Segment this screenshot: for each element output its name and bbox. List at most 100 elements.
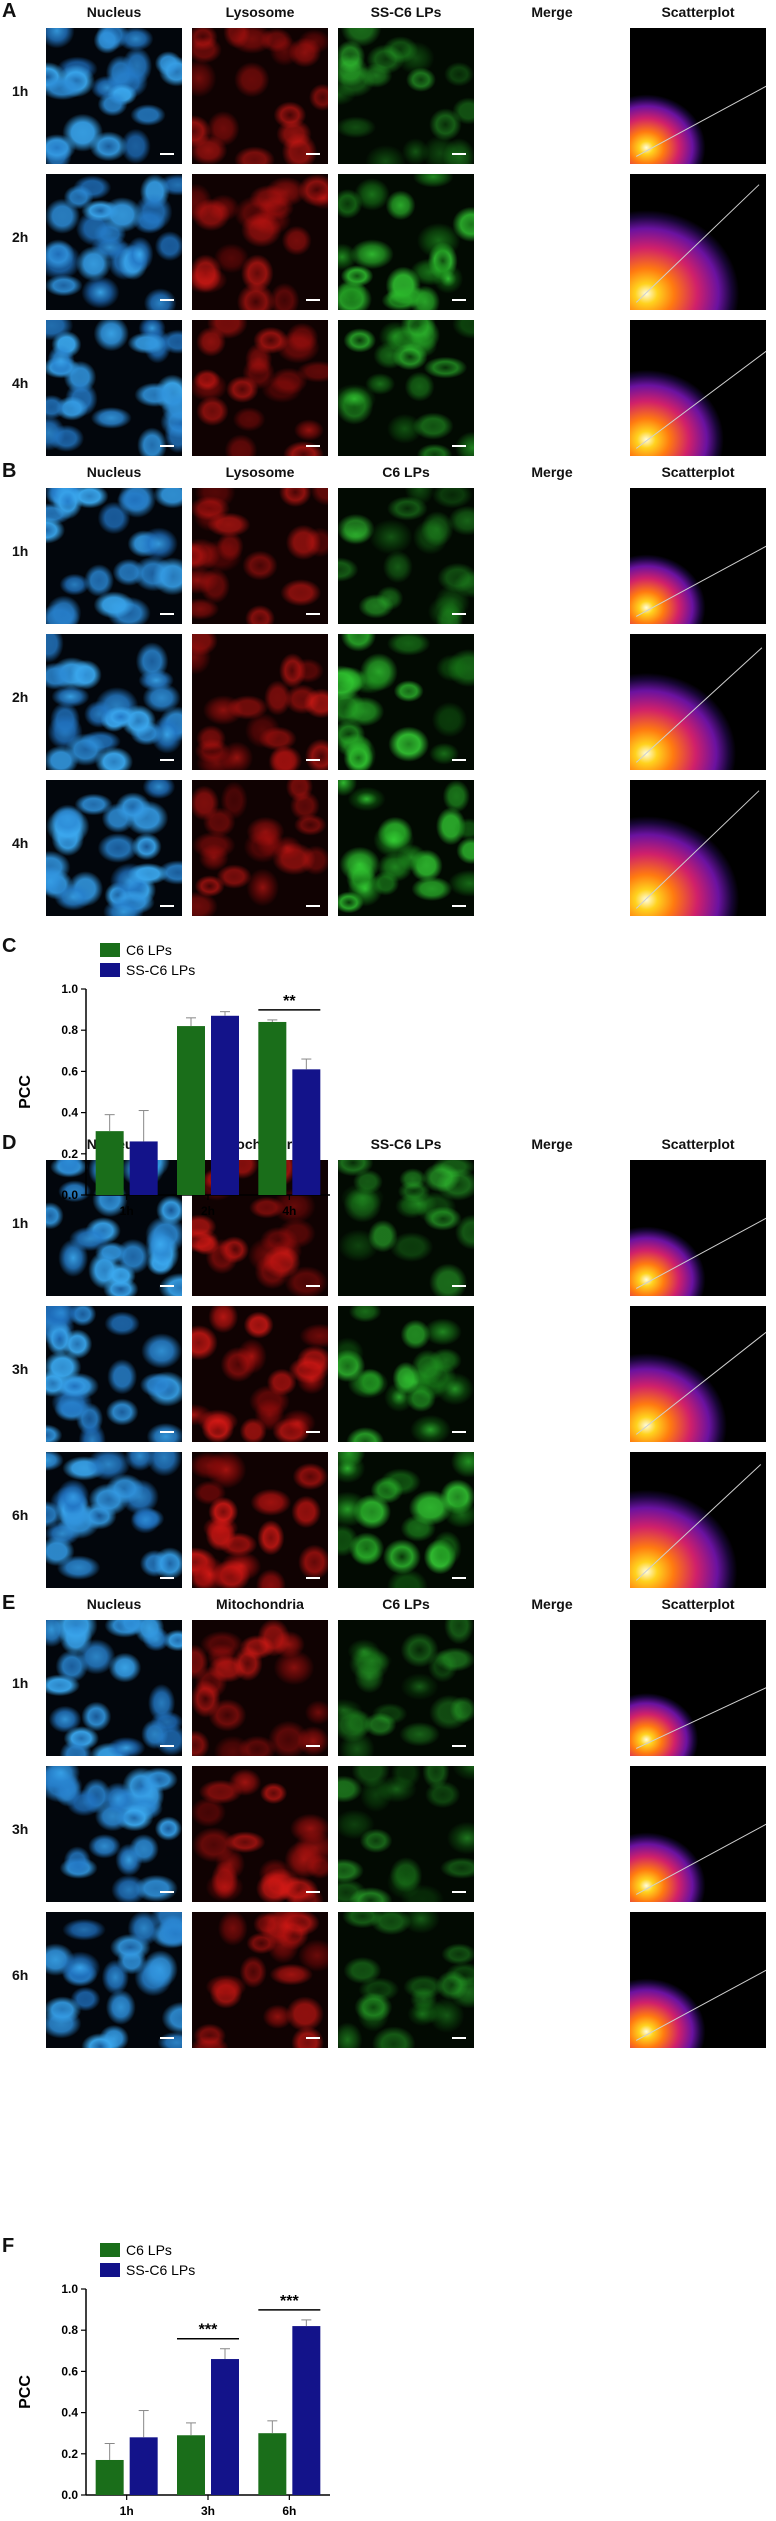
scale-bar	[160, 1431, 174, 1433]
regression-line	[636, 1328, 766, 1435]
y-tick-label: 0.2	[61, 1147, 78, 1161]
scale-bar-label: 10 μm	[599, 1883, 616, 1889]
scale-bar	[306, 445, 320, 447]
scatterplot-image	[630, 1452, 766, 1588]
scale-bar	[306, 153, 320, 155]
column-header: C6 LPs	[382, 1596, 430, 1612]
column-header: Merge	[531, 464, 573, 480]
scale-bar	[306, 905, 320, 907]
regression-line	[636, 75, 766, 157]
merge-image: 10 μm	[484, 780, 620, 916]
bar	[258, 1021, 287, 1195]
y-tick-label: 0.4	[61, 2406, 78, 2420]
column-header: Lysosome	[225, 464, 295, 480]
merge-image: 10 μm	[484, 488, 620, 624]
nucleus-image	[46, 1306, 182, 1442]
green-channel-image	[338, 1620, 474, 1756]
green-channel-image	[338, 488, 474, 624]
significance-label: ***	[280, 2293, 299, 2310]
scatterplot-image	[630, 28, 766, 164]
scatterplot-image	[630, 1160, 766, 1296]
bar	[211, 2359, 239, 2495]
bar	[129, 2437, 158, 2495]
regression-line	[636, 535, 766, 617]
red-channel-image	[192, 1620, 328, 1756]
bar	[292, 1069, 321, 1195]
column-header: Nucleus	[86, 1596, 142, 1612]
column-header: Mitochondria	[216, 1596, 304, 1612]
merge-image: 10 μm	[484, 1160, 620, 1296]
bar	[211, 1015, 239, 1195]
x-tick-label: 6h	[282, 2504, 296, 2515]
red-channel-image	[192, 488, 328, 624]
column-header: Merge	[531, 4, 573, 20]
row-label: 1h	[12, 83, 29, 99]
scatterplot-image	[630, 174, 766, 310]
scale-bar	[452, 2037, 466, 2039]
legend-label: C6 LPs	[126, 942, 172, 958]
red-channel-image	[192, 1452, 328, 1588]
merge-image: 10 μm	[484, 634, 620, 770]
scale-bar-label: 10 μm	[599, 751, 616, 757]
row-label: 6h	[12, 1967, 29, 1983]
green-channel-image	[338, 28, 474, 164]
column-header: Scatterplot	[661, 1596, 735, 1612]
merge-image: 10 μm	[484, 1306, 620, 1442]
row-label: 6h	[12, 1507, 29, 1523]
scale-bar	[306, 759, 320, 761]
scale-bar	[452, 1431, 466, 1433]
merge-image: 10 μm	[484, 28, 620, 164]
row-label: 1h	[12, 543, 29, 559]
scale-bar	[598, 445, 612, 447]
scale-bar	[598, 1577, 612, 1579]
scatterplot-image	[630, 1912, 766, 2048]
scale-bar	[160, 759, 174, 761]
regression-line	[636, 1207, 766, 1289]
red-channel-image	[192, 634, 328, 770]
significance-label: **	[283, 993, 296, 1010]
y-tick-label: 1.0	[61, 2282, 78, 2296]
row-label: 2h	[12, 229, 29, 245]
red-channel-image	[192, 1306, 328, 1442]
bar	[292, 2326, 321, 2495]
scale-bar	[598, 759, 612, 761]
scale-bar	[598, 1891, 612, 1893]
x-tick-label: 4h	[282, 1204, 296, 1215]
scatterplot-image	[630, 1306, 766, 1442]
legend-swatch	[100, 943, 120, 957]
scale-bar	[452, 613, 466, 615]
panel-label: B	[2, 460, 17, 482]
x-tick-label: 3h	[201, 2504, 215, 2515]
red-channel-image	[192, 780, 328, 916]
arrow-icon	[500, 384, 524, 412]
row-label: 4h	[12, 835, 29, 851]
scale-bar	[598, 905, 612, 907]
row-label: 4h	[12, 375, 29, 391]
y-tick-label: 0.4	[61, 1106, 78, 1120]
scale-bar	[598, 1285, 612, 1287]
scale-bar	[452, 445, 466, 447]
regression-line	[636, 1676, 766, 1749]
y-tick-label: 0.8	[61, 2323, 78, 2337]
green-channel-image	[338, 1766, 474, 1902]
green-channel-image	[338, 780, 474, 916]
regression-line	[636, 1813, 766, 1895]
scale-bar	[452, 1577, 466, 1579]
nucleus-image	[46, 320, 182, 456]
nucleus-image	[46, 1452, 182, 1588]
scale-bar	[598, 613, 612, 615]
merge-image: 10 μm	[484, 1620, 620, 1756]
scale-bar	[160, 2037, 174, 2039]
scale-bar	[160, 1891, 174, 1893]
merge-image: 10 μm	[484, 1766, 620, 1902]
regression-line	[636, 790, 760, 909]
green-channel-image	[338, 174, 474, 310]
scatterplot-image	[630, 634, 766, 770]
column-header: SS-C6 LPs	[370, 1136, 442, 1152]
scale-bar-label: 10 μm	[599, 291, 616, 297]
green-channel-image	[338, 1452, 474, 1588]
red-channel-image	[192, 28, 328, 164]
bar	[129, 1141, 158, 1195]
panel-label: F	[2, 2235, 15, 2257]
legend-swatch	[100, 2263, 120, 2277]
